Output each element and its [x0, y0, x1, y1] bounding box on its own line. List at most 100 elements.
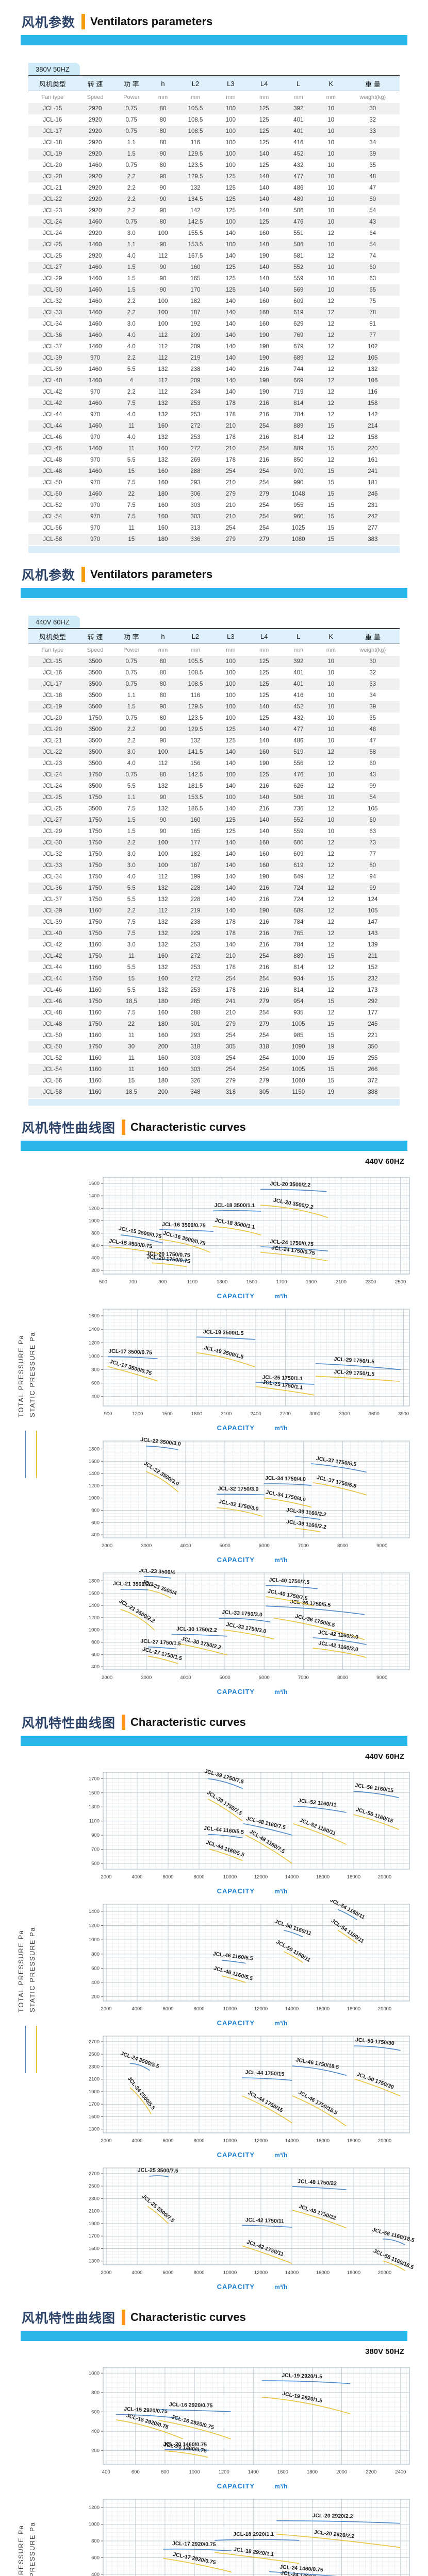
table-cell: 7.5: [113, 500, 149, 511]
table-cell: 1460: [76, 330, 114, 341]
section-curves-440v-a: 风机特性曲线图 Characteristic curves 440V 60HZ …: [0, 1106, 428, 1696]
table-cell: 254: [247, 477, 281, 488]
table-cell: 2.2: [113, 205, 149, 216]
table-cell: 210: [213, 500, 248, 511]
table-cell: 156: [176, 758, 214, 769]
table-cell: 279: [247, 1019, 281, 1030]
table-cell: 1.1: [113, 137, 149, 148]
x-tick-label: 16000: [316, 1874, 330, 1880]
y-tick-label: 2300: [89, 2064, 100, 2070]
table-cell: 15: [316, 477, 346, 488]
curve-label: JCL-48 1750/22: [298, 2204, 337, 2222]
table-cell: 125: [247, 137, 281, 148]
x-tick-label: 3300: [339, 1411, 350, 1417]
table-cell: 108.5: [176, 126, 214, 137]
x-tick-label: 2000: [101, 2270, 111, 2276]
table-cell: 112: [149, 330, 177, 341]
table-cell: 476: [281, 216, 316, 228]
curve-label: JCL-42 1750/11: [245, 2217, 284, 2225]
table-cell: 100: [213, 769, 248, 781]
plot-border: [103, 1440, 410, 1538]
table-row: JCL-50 1160 11 160 293 254 254 985 15 221: [28, 1030, 400, 1041]
table-row: JCL-46 1160 5.5 132 253 178 216 814 12 173: [28, 985, 400, 996]
curve-static: [242, 2245, 292, 2264]
table-cell: 140: [247, 239, 281, 250]
table-cell: 160: [149, 1007, 177, 1019]
table-cell: 15: [316, 511, 346, 522]
y-tick-label: 1200: [89, 1340, 100, 1346]
table-cell: JCL-34: [28, 871, 77, 883]
table-cell: 1460: [76, 216, 114, 228]
table-row: JCL-56 970 11 160 313 254 254 1025 15 277: [28, 522, 400, 534]
table-cell: 90: [149, 724, 177, 735]
table-cell: 116: [176, 137, 214, 148]
curve-static: [284, 1951, 303, 1963]
table-row: JCL-16 3500 0.75 80 108.5 100 125 401 10 32: [28, 667, 400, 679]
table-cell: 1150: [281, 1087, 316, 1098]
table-cell: 60: [345, 758, 400, 769]
table-cell: JCL-22: [28, 747, 77, 758]
table-cell: 1460: [76, 466, 114, 477]
plot-border: [103, 1177, 410, 1275]
column-header-cn: 风机类型: [28, 76, 77, 91]
table-cell: 100: [213, 114, 248, 126]
orange-divider-bar: [122, 1715, 126, 1730]
curve-static: [159, 1239, 211, 1253]
table-cell: 178: [213, 928, 248, 939]
table-cell: 552: [281, 262, 316, 273]
table-cell: 626: [281, 781, 316, 792]
static-pressure-legend-line: [36, 2025, 38, 2073]
table-cell: 970: [76, 511, 114, 522]
x-tick-label: 12000: [254, 2138, 268, 2144]
capacity-axis-label: CAPACITY m³/h: [76, 1424, 428, 1432]
header-row-en: Fan type Speed Power mm mm mm mm mm mm weight(kg): [28, 643, 400, 656]
table-cell: 254: [213, 1053, 248, 1064]
table-cell: 15: [316, 534, 346, 545]
table-cell: 1750: [76, 1019, 114, 1030]
table-cell: JCL-46: [28, 443, 77, 454]
table-cell: 7.5: [113, 928, 149, 939]
curve-total: [164, 2449, 209, 2451]
table-row: JCL-48 1160 7.5 160 288 210 254 935 12 177: [28, 1007, 400, 1019]
table-cell: 272: [176, 443, 214, 454]
curve-label: JCL-18 3500/1.1: [214, 1202, 255, 1209]
table-cell: 100: [213, 656, 248, 667]
capacity-unit: m³/h: [274, 1425, 288, 1432]
curve-label: JCL-19 3500/1.5: [203, 1329, 244, 1336]
table-row: JCL-52 970 7.5 160 303 210 254 955 15 231: [28, 500, 400, 511]
table-cell: 210: [213, 477, 248, 488]
y-tick-label: 2700: [89, 2039, 100, 2045]
y-tick-label: 1600: [89, 1459, 100, 1464]
table-row: JCL-52 1160 11 160 303 254 254 1000 15 255: [28, 1053, 400, 1064]
curve-label: JCL-19 2920/1.5: [282, 2372, 322, 2380]
section-curves-440v-b: 风机特性曲线图 Characteristic curves 440V 60HZ …: [0, 1701, 428, 2291]
curve-static: [147, 1589, 171, 1599]
chart-block: 900 1200 1500 1800 2100 2400 2700 3000 3300 3600 3…: [76, 1305, 428, 1432]
table-cell: 10: [316, 284, 346, 296]
table-cell: 12: [316, 318, 346, 330]
table-cell: JCL-20: [28, 171, 77, 182]
table-cell: 129.5: [176, 701, 214, 713]
curve-label: JCL-15 2920/0.75: [124, 2406, 168, 2415]
table-cell: 190: [247, 386, 281, 398]
curve-label: JCL-29 1750/1.5: [334, 1356, 375, 1365]
table-cell: 32: [345, 114, 400, 126]
table-cell: 234: [176, 386, 214, 398]
plot-border: [103, 2036, 410, 2133]
section-header: 风机特性曲线图 Characteristic curves: [22, 2307, 428, 2328]
column-header-en: mm: [176, 643, 214, 656]
y-tick-label: 1500: [89, 2246, 100, 2251]
table-cell: 4.0: [113, 341, 149, 352]
y-tick-label: 2300: [89, 2196, 100, 2201]
table-cell: JCL-18: [28, 137, 77, 148]
table-cell: 160: [247, 849, 281, 860]
table-cell: 177: [345, 1007, 400, 1019]
table-cell: 125: [247, 103, 281, 114]
x-tick-label: 20000: [378, 1874, 391, 1880]
curve-static: [245, 1835, 292, 1864]
table-cell: 125: [247, 769, 281, 781]
capacity-unit: m³/h: [274, 1688, 288, 1696]
table-cell: 47: [345, 182, 400, 194]
table-cell: JCL-56: [28, 1075, 77, 1087]
table-cell: 246: [345, 488, 400, 500]
